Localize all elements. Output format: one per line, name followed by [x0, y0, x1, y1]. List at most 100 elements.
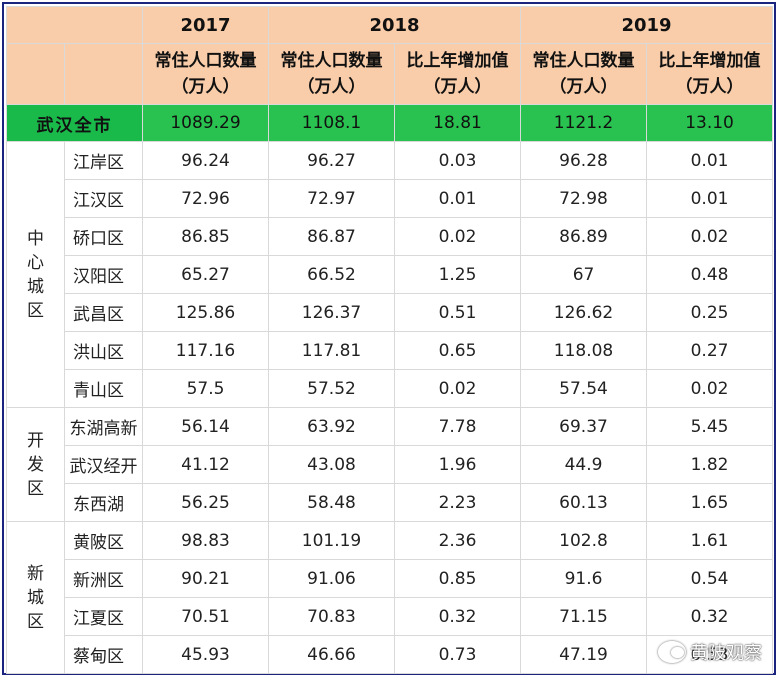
value-cell: 0.27 [646, 331, 774, 370]
value-cell: 126.62 [520, 293, 648, 332]
value-cell: 117.81 [268, 331, 395, 370]
district-name: 新洲区 [64, 559, 143, 598]
value-cell: 5.45 [646, 407, 774, 446]
value-cell: 0.32 [646, 597, 774, 636]
population-2017-header: 常住人口数量（万人） [142, 43, 269, 105]
table-row: 江夏区 70.51 70.83 0.32 71.15 0.32 [7, 597, 774, 636]
value-cell: 1.65 [646, 483, 774, 522]
value-cell: 69.37 [520, 407, 648, 446]
value-cell: 0.02 [393, 217, 522, 256]
value-cell: 86.87 [268, 217, 395, 256]
group-label: 开发区 [6, 407, 65, 522]
value-cell: 0.32 [393, 597, 522, 636]
district-name: 青山区 [64, 369, 143, 408]
value-cell: 86.89 [520, 217, 648, 256]
district-name: 江夏区 [64, 597, 143, 636]
value-cell: 67 [520, 255, 648, 294]
value-cell: 57.52 [268, 369, 395, 408]
district-name: 江汉区 [64, 179, 143, 218]
value-cell: 45.93 [142, 635, 269, 674]
wechat-icon [658, 641, 686, 663]
group-label: 中心城区 [6, 141, 65, 408]
group-label-char: 区 [27, 611, 44, 632]
value-cell: 66.52 [268, 255, 395, 294]
value-cell: 118.08 [520, 331, 648, 370]
district-name: 东西湖 [64, 483, 143, 522]
table-row: 中心城区江岸区 96.24 96.27 0.03 96.28 0.01 [6, 141, 774, 408]
value-cell: 91.6 [520, 559, 648, 598]
value-cell: 70.83 [268, 597, 395, 636]
value-cell: 56.25 [142, 483, 269, 522]
group-label-char: 发 [27, 454, 44, 475]
total-row: 武汉全市 1089.29 1108.1 18.81 1121.2 13.10 [6, 104, 774, 142]
population-2018-header: 常住人口数量（万人） [268, 43, 395, 105]
value-cell: 0.54 [646, 559, 774, 598]
value-cell: 1.25 [393, 255, 522, 294]
group-label-char: 新 [27, 563, 44, 584]
value-cell: 0.02 [393, 369, 522, 408]
value-cell: 2.23 [393, 483, 522, 522]
value-cell: 96.27 [268, 141, 395, 180]
value-cell: 71.15 [520, 597, 648, 636]
value-cell: 7.78 [393, 407, 522, 446]
value-cell: 86.85 [142, 217, 269, 256]
value-cell: 1.96 [393, 445, 522, 484]
total-cell: 13.10 [646, 104, 774, 142]
value-cell: 0.02 [646, 217, 774, 256]
group-label: 新城区 [6, 521, 65, 674]
value-cell: 1.61 [646, 521, 774, 560]
value-cell: 44.9 [520, 445, 648, 484]
total-cell: 1121.2 [520, 104, 648, 142]
value-cell: 0.03 [393, 141, 522, 180]
value-cell: 98.83 [142, 521, 269, 560]
district-name: 汉阳区 [64, 255, 143, 294]
value-cell: 56.14 [142, 407, 269, 446]
table-row: 开发区东湖高新 56.14 63.92 7.78 69.37 5.45 [6, 407, 774, 522]
value-cell: 0.85 [393, 559, 522, 598]
value-cell: 72.97 [268, 179, 395, 218]
value-cell: 0.65 [393, 331, 522, 370]
value-cell: 0.01 [646, 179, 774, 218]
value-cell: 47.19 [520, 635, 648, 674]
value-cell: 91.06 [268, 559, 395, 598]
value-cell: 2.36 [393, 521, 522, 560]
population-table: 2017 2018 2019 常住人口数量（万人） 常住人口数量（万人） 比上年… [6, 6, 774, 674]
value-cell: 0.01 [646, 141, 774, 180]
value-cell: 0.73 [393, 635, 522, 674]
value-cell: 0.51 [393, 293, 522, 332]
table-row: 江汉区 72.96 72.97 0.01 72.98 0.01 [7, 179, 774, 218]
table-row: 洪山区 117.16 117.81 0.65 118.08 0.27 [7, 331, 774, 370]
value-cell: 125.86 [142, 293, 269, 332]
value-cell: 0.02 [646, 369, 774, 408]
watermark-text: 黄陂观察 [690, 643, 762, 664]
total-cell: 18.81 [393, 104, 522, 142]
increase-2019-header: 比上年增加值（万人） [646, 43, 774, 105]
value-cell: 126.37 [268, 293, 395, 332]
value-cell: 1.82 [646, 445, 774, 484]
value-cell: 117.16 [142, 331, 269, 370]
value-cell: 60.13 [520, 483, 648, 522]
year-header-row: 2017 2018 2019 [6, 6, 774, 44]
value-cell: 0.25 [646, 293, 774, 332]
header-corner-right [64, 43, 143, 105]
group-label-char: 城 [27, 276, 44, 297]
value-cell: 41.12 [142, 445, 269, 484]
table-row: 东西湖 56.25 58.48 2.23 60.13 1.65 [7, 483, 774, 522]
value-cell: 0.48 [646, 255, 774, 294]
district-name: 东湖高新 [64, 407, 143, 446]
value-cell: 65.27 [142, 255, 269, 294]
watermark: 黄陂观察 [658, 639, 762, 665]
total-cell: 1108.1 [268, 104, 395, 142]
group-label-char: 区 [27, 478, 44, 499]
value-cell: 57.54 [520, 369, 648, 408]
district-name: 武昌区 [64, 293, 143, 332]
year-2017-header: 2017 [142, 6, 269, 44]
value-cell: 43.08 [268, 445, 395, 484]
value-cell: 96.28 [520, 141, 648, 180]
increase-2018-header: 比上年增加值（万人） [393, 43, 522, 105]
year-2019-header: 2019 [520, 6, 774, 44]
total-cell: 1089.29 [142, 104, 269, 142]
value-cell: 72.98 [520, 179, 648, 218]
value-cell: 96.24 [142, 141, 269, 180]
